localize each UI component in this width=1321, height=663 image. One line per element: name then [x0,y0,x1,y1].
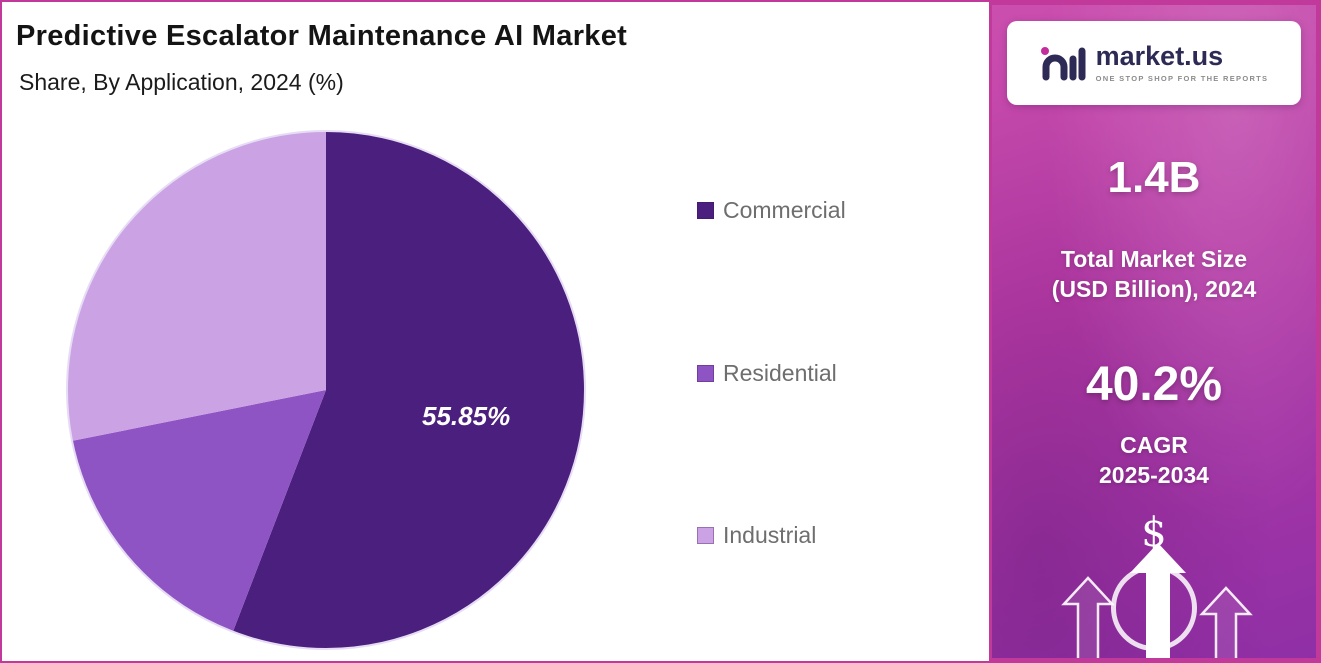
pie-slice-value-label: 55.85% [422,401,510,431]
marketus-logo: market.us ONE STOP SHOP FOR THE REPORTS [1006,21,1301,105]
logo-text: market.us ONE STOP SHOP FOR THE REPORTS [1095,41,1269,84]
cagr-value: 40.2% [1085,358,1223,411]
brand-tagline: ONE STOP SHOP FOR THE REPORTS [1095,74,1269,83]
legend-label-residential: Residential [723,360,837,386]
chart-title: Predictive Escalator Maintenance AI Mark… [16,20,628,52]
cagr-label-line1: CAGR [1120,432,1188,458]
legend-swatch-commercial [697,202,714,219]
pie-slice-industrial [67,131,326,441]
chart-area: Predictive Escalator Maintenance AI Mark… [2,2,989,661]
market-size-label: Total Market Size (USD Billion), 2024 [992,245,1316,305]
legend-label-commercial: Commercial [723,197,846,223]
legend-item-industrial: Industrial [697,522,816,549]
cagr-label-line2: 2025-2034 [1098,461,1209,488]
legend-item-residential: Residential [697,360,837,387]
pie-slice-residential [72,390,326,632]
chart-subtitle: Share, By Application, 2024 (%) [19,69,344,95]
legend-label-industrial: Industrial [723,522,817,548]
cagr-label: CAGR 2025-2034 [992,431,1316,491]
market-size-value: 1.4B [1107,153,1201,202]
market-size-label-line1: Total Market Size [1060,246,1248,272]
pie-outline [66,130,586,650]
sidebar: market.us ONE STOP SHOP FOR THE REPORTS … [988,2,1319,661]
market-size-label-line2: (USD Billion), 2024 [1051,275,1257,302]
brand-name: market.us [1095,41,1224,71]
pie-slice-commercial [232,131,585,649]
legend-swatch-residential [697,365,714,382]
legend-item-commercial: Commercial [697,197,846,224]
pie-chart: 55.85% [66,130,586,650]
legend-swatch-industrial [697,527,714,544]
marketus-logo-mark [1040,47,1086,81]
growth-arrows-icon [1061,543,1253,658]
